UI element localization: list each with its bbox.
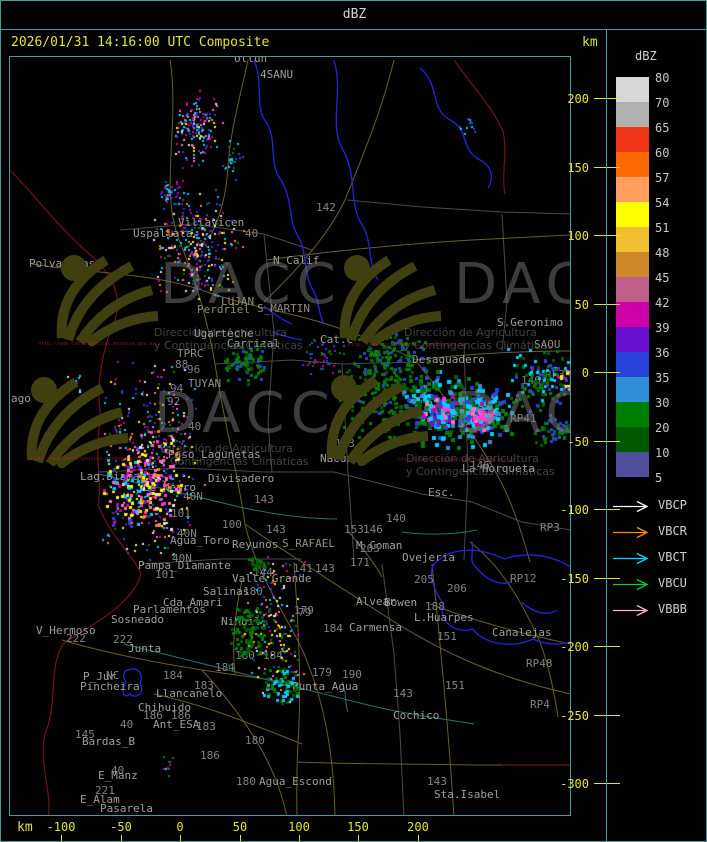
legend-color-block <box>616 177 649 202</box>
right-axis-tick <box>594 578 620 579</box>
right-axis-tick <box>594 783 620 784</box>
vector-label: VBCR <box>658 524 687 538</box>
legend-color-block <box>616 452 649 477</box>
bottom-axis-tick <box>358 835 359 841</box>
legend-separator-line <box>606 29 607 841</box>
vbcr-arrow-icon <box>612 524 654 543</box>
right-axis-tick <box>594 98 620 99</box>
legend-color-block <box>616 102 649 127</box>
legend-value-label: 20 <box>655 421 670 435</box>
legend-value-label: 48 <box>655 246 670 260</box>
right-axis-tick <box>594 715 620 716</box>
legend-value-label: 57 <box>655 171 670 185</box>
right-axis-tick <box>594 441 620 442</box>
legend-title: dBZ <box>635 49 657 63</box>
vector-label: VBCP <box>658 498 687 512</box>
legend-value-label: 60 <box>655 146 670 160</box>
legend-color-block <box>616 277 649 302</box>
bottom-axis-tick <box>240 835 241 841</box>
bottom-axis-tick-label: -50 <box>110 820 132 834</box>
vbcu-arrow-icon <box>612 576 654 595</box>
legend-color-block <box>616 127 649 152</box>
right-axis-tick <box>594 235 620 236</box>
bottom-axis-tick-label: 200 <box>407 820 429 834</box>
right-axis-tick <box>594 167 620 168</box>
right-axis-unit: km <box>582 35 598 50</box>
legend-value-label: 70 <box>655 96 670 110</box>
vbcp-arrow-icon <box>612 498 654 517</box>
right-axis-tick-label: 100 <box>567 229 589 243</box>
radar-echo-canvas <box>10 57 570 815</box>
legend-value-label: 54 <box>655 196 670 210</box>
bottom-axis-tick-label: -100 <box>46 820 76 834</box>
right-axis-tick <box>594 372 620 373</box>
legend-color-block <box>616 77 649 102</box>
vector-label: VBCU <box>658 576 687 590</box>
right-axis-tick <box>594 304 620 305</box>
legend-value-label: 35 <box>655 371 670 385</box>
legend-color-block <box>616 302 649 327</box>
vector-label: VBCT <box>658 550 687 564</box>
legend-value-label: 51 <box>655 221 670 235</box>
vector-label: VBBB <box>658 602 687 616</box>
legend-value-label: 42 <box>655 296 670 310</box>
right-axis-tick <box>594 646 620 647</box>
vbct-arrow-icon <box>612 550 654 569</box>
legend-value-label: 10 <box>655 446 670 460</box>
bottom-axis-tick <box>121 835 122 841</box>
vbbb-arrow-icon <box>612 602 654 621</box>
legend-color-block <box>616 427 649 452</box>
right-axis-tick-label: 150 <box>567 161 589 175</box>
legend-value-label: 5 <box>655 471 663 485</box>
timestamp-label: 2026/01/31 14:16:00 UTC Composite <box>11 35 270 50</box>
legend-color-block <box>616 152 649 177</box>
legend-color-block <box>616 402 649 427</box>
legend-color-block <box>616 202 649 227</box>
bottom-axis-tick <box>61 835 62 841</box>
legend-value-label: 36 <box>655 346 670 360</box>
legend-value-label: 39 <box>655 321 670 335</box>
legend-color-block <box>616 352 649 377</box>
right-axis-tick-label: 0 <box>581 366 589 380</box>
bottom-axis-tick-label: 100 <box>288 820 310 834</box>
right-axis-tick-label: -50 <box>567 435 589 449</box>
title-bar: dBZ <box>1 1 706 30</box>
legend-value-label: 80 <box>655 71 670 85</box>
bottom-axis-tick-label: 50 <box>232 820 248 834</box>
legend-value-label: 30 <box>655 396 670 410</box>
bottom-axis-unit: km <box>17 820 33 835</box>
bottom-axis-tick <box>418 835 419 841</box>
legend-value-label: 65 <box>655 121 670 135</box>
legend-color-block <box>616 227 649 252</box>
radar-map: Ullun4SANU142VillavicenUspallata40N_Cali… <box>9 56 571 816</box>
right-axis-tick-label: 200 <box>567 92 589 106</box>
bottom-axis-tick-label: 0 <box>176 820 184 834</box>
page-title: dBZ <box>342 7 367 22</box>
right-axis-tick-label: 50 <box>574 298 589 312</box>
legend-value-label: 45 <box>655 271 670 285</box>
legend-color-block <box>616 327 649 352</box>
right-axis-tick <box>594 509 620 510</box>
bottom-axis-tick-label: 150 <box>347 820 369 834</box>
legend-color-block <box>616 377 649 402</box>
legend-color-block <box>616 252 649 277</box>
bottom-axis-tick <box>180 835 181 841</box>
bottom-axis-tick <box>299 835 300 841</box>
